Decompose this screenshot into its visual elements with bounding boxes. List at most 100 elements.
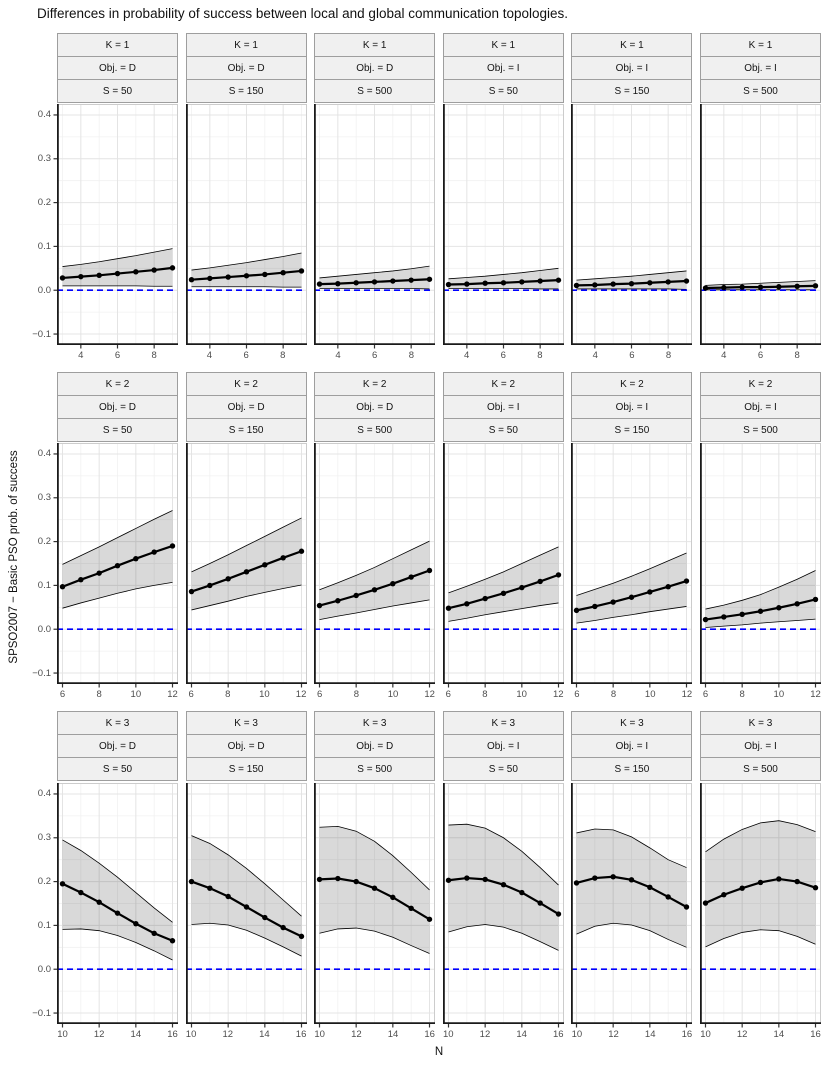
x-tick-label: 6 (372, 350, 378, 361)
plot-panel (699, 104, 821, 349)
facet-strip-label: Obj. = D (227, 401, 265, 413)
facet-strip-label: K = 2 (620, 378, 644, 390)
facet-strip-label: Obj. = D (227, 740, 265, 752)
y-tick-label: −0.1 (32, 1007, 51, 1019)
facet-strip-label: S = 500 (743, 85, 778, 97)
facet-strip: Obj. = I (700, 56, 821, 80)
x-tick-label: 12 (681, 689, 693, 700)
facet-strip-label: Obj. = I (744, 401, 777, 413)
facet-strip: S = 500 (700, 757, 821, 781)
facet-strip-label: Obj. = D (99, 740, 136, 752)
y-tick-label: 0.4 (37, 448, 51, 460)
y-tick-label: 0.0 (37, 963, 51, 975)
x-tick-label: 12 (736, 1029, 748, 1040)
x-tick-label: 10 (443, 1029, 454, 1040)
facet-strip: K = 3 (57, 711, 178, 735)
x-tick-label: 6 (702, 689, 709, 700)
facet-strip: S = 500 (314, 757, 436, 781)
facet-strip-label: S = 500 (357, 85, 393, 97)
facet-strip: Obj. = D (314, 395, 436, 419)
facet-strip-label: S = 500 (743, 424, 778, 436)
x-tick-label: 12 (424, 689, 435, 700)
x-tick-label: 8 (610, 689, 617, 700)
facet-strip: K = 1 (571, 33, 693, 57)
facet-strip: S = 150 (185, 418, 307, 442)
facet-strip-label: K = 1 (105, 39, 130, 51)
x-tick-label: 12 (222, 1029, 234, 1040)
x-tick-label: 14 (516, 1029, 527, 1040)
y-tick-label: 0.1 (37, 919, 51, 931)
x-tick-label: 10 (571, 1029, 583, 1040)
x-tick-label: 10 (185, 1029, 197, 1040)
plot-panel (185, 443, 307, 688)
facet-strip: S = 150 (571, 757, 693, 781)
facet-strip: Obj. = D (314, 734, 436, 758)
plot-panel (571, 783, 693, 1028)
facet-strip-label: K = 1 (362, 39, 387, 51)
x-tick-label: 10 (314, 1029, 325, 1040)
facet-strip: Obj. = I (442, 734, 564, 758)
x-tick-label: 12 (295, 689, 307, 700)
facet-strip: S = 150 (185, 757, 307, 781)
plot-panel (185, 104, 307, 349)
plot-panel (185, 783, 307, 1028)
facet-strip: Obj. = D (314, 56, 436, 80)
x-tick-label: 10 (387, 689, 399, 700)
x-tick-label: 16 (424, 1029, 435, 1040)
facet-strip-label: K = 1 (234, 39, 258, 51)
x-tick-label: 6 (243, 350, 249, 361)
facet-strip: K = 2 (57, 372, 178, 396)
facet-strip: K = 1 (314, 33, 436, 57)
x-tick-label: 6 (500, 350, 506, 361)
facet-strip-label: K = 3 (748, 717, 773, 729)
x-tick-label: 16 (167, 1029, 178, 1040)
plot-panel (442, 104, 564, 349)
facet-strip-label: S = 150 (614, 763, 650, 775)
plot-panel (699, 783, 821, 1028)
x-tick-label: 12 (553, 689, 564, 700)
x-tick-label: 4 (463, 350, 470, 361)
x-tick-label: 10 (516, 689, 527, 700)
facet-strip-label: Obj. = D (356, 401, 394, 413)
plot-panel (53, 104, 178, 349)
x-tick-label: 12 (479, 1029, 491, 1040)
facet-strip: Obj. = D (57, 56, 178, 80)
facet-strip: K = 3 (700, 711, 821, 735)
x-tick-label: 8 (537, 350, 543, 361)
x-tick-label: 6 (574, 689, 580, 700)
x-tick-label: 4 (592, 350, 598, 361)
facet-strip-label: S = 150 (614, 424, 650, 436)
x-tick-label: 6 (59, 689, 66, 700)
facet-strip-label: Obj. = D (356, 740, 394, 752)
x-tick-label: 12 (351, 1029, 362, 1040)
x-tick-label: 8 (151, 350, 157, 361)
x-tick-label: 6 (114, 350, 121, 361)
y-tick-label: 0.3 (37, 153, 51, 165)
facet-strip-label: S = 150 (228, 424, 264, 436)
y-tick-label: −0.1 (32, 328, 51, 340)
y-tick-label: 0.4 (37, 109, 51, 121)
facet-strip-label: S = 150 (614, 85, 650, 97)
facet-strip-label: K = 3 (105, 717, 130, 729)
facet-strip: S = 150 (571, 79, 693, 103)
x-tick-label: 10 (130, 689, 142, 700)
facet-strip: S = 150 (185, 79, 307, 103)
x-tick-label: 16 (553, 1029, 564, 1040)
facet-strip: S = 50 (442, 79, 564, 103)
x-tick-label: 8 (739, 689, 745, 700)
x-tick-label: 6 (317, 689, 323, 700)
facet-strip-label: Obj. = I (615, 740, 649, 752)
facet-strip-label: S = 50 (488, 424, 518, 436)
facet-strip-label: S = 500 (357, 763, 393, 775)
facet-strip-label: K = 3 (491, 717, 516, 729)
facet-strip-label: K = 3 (620, 717, 644, 729)
facet-strip: S = 50 (442, 418, 564, 442)
x-tick-label: 8 (482, 689, 488, 700)
y-tick-label: 0.2 (37, 876, 51, 888)
plot-panel (442, 443, 564, 688)
y-tick-label: 0.0 (37, 623, 51, 635)
x-tick-label: 8 (280, 350, 286, 361)
y-tick-label: 0.1 (37, 579, 51, 591)
facet-strip: Obj. = D (57, 734, 178, 758)
facet-strip-label: K = 2 (105, 378, 130, 390)
